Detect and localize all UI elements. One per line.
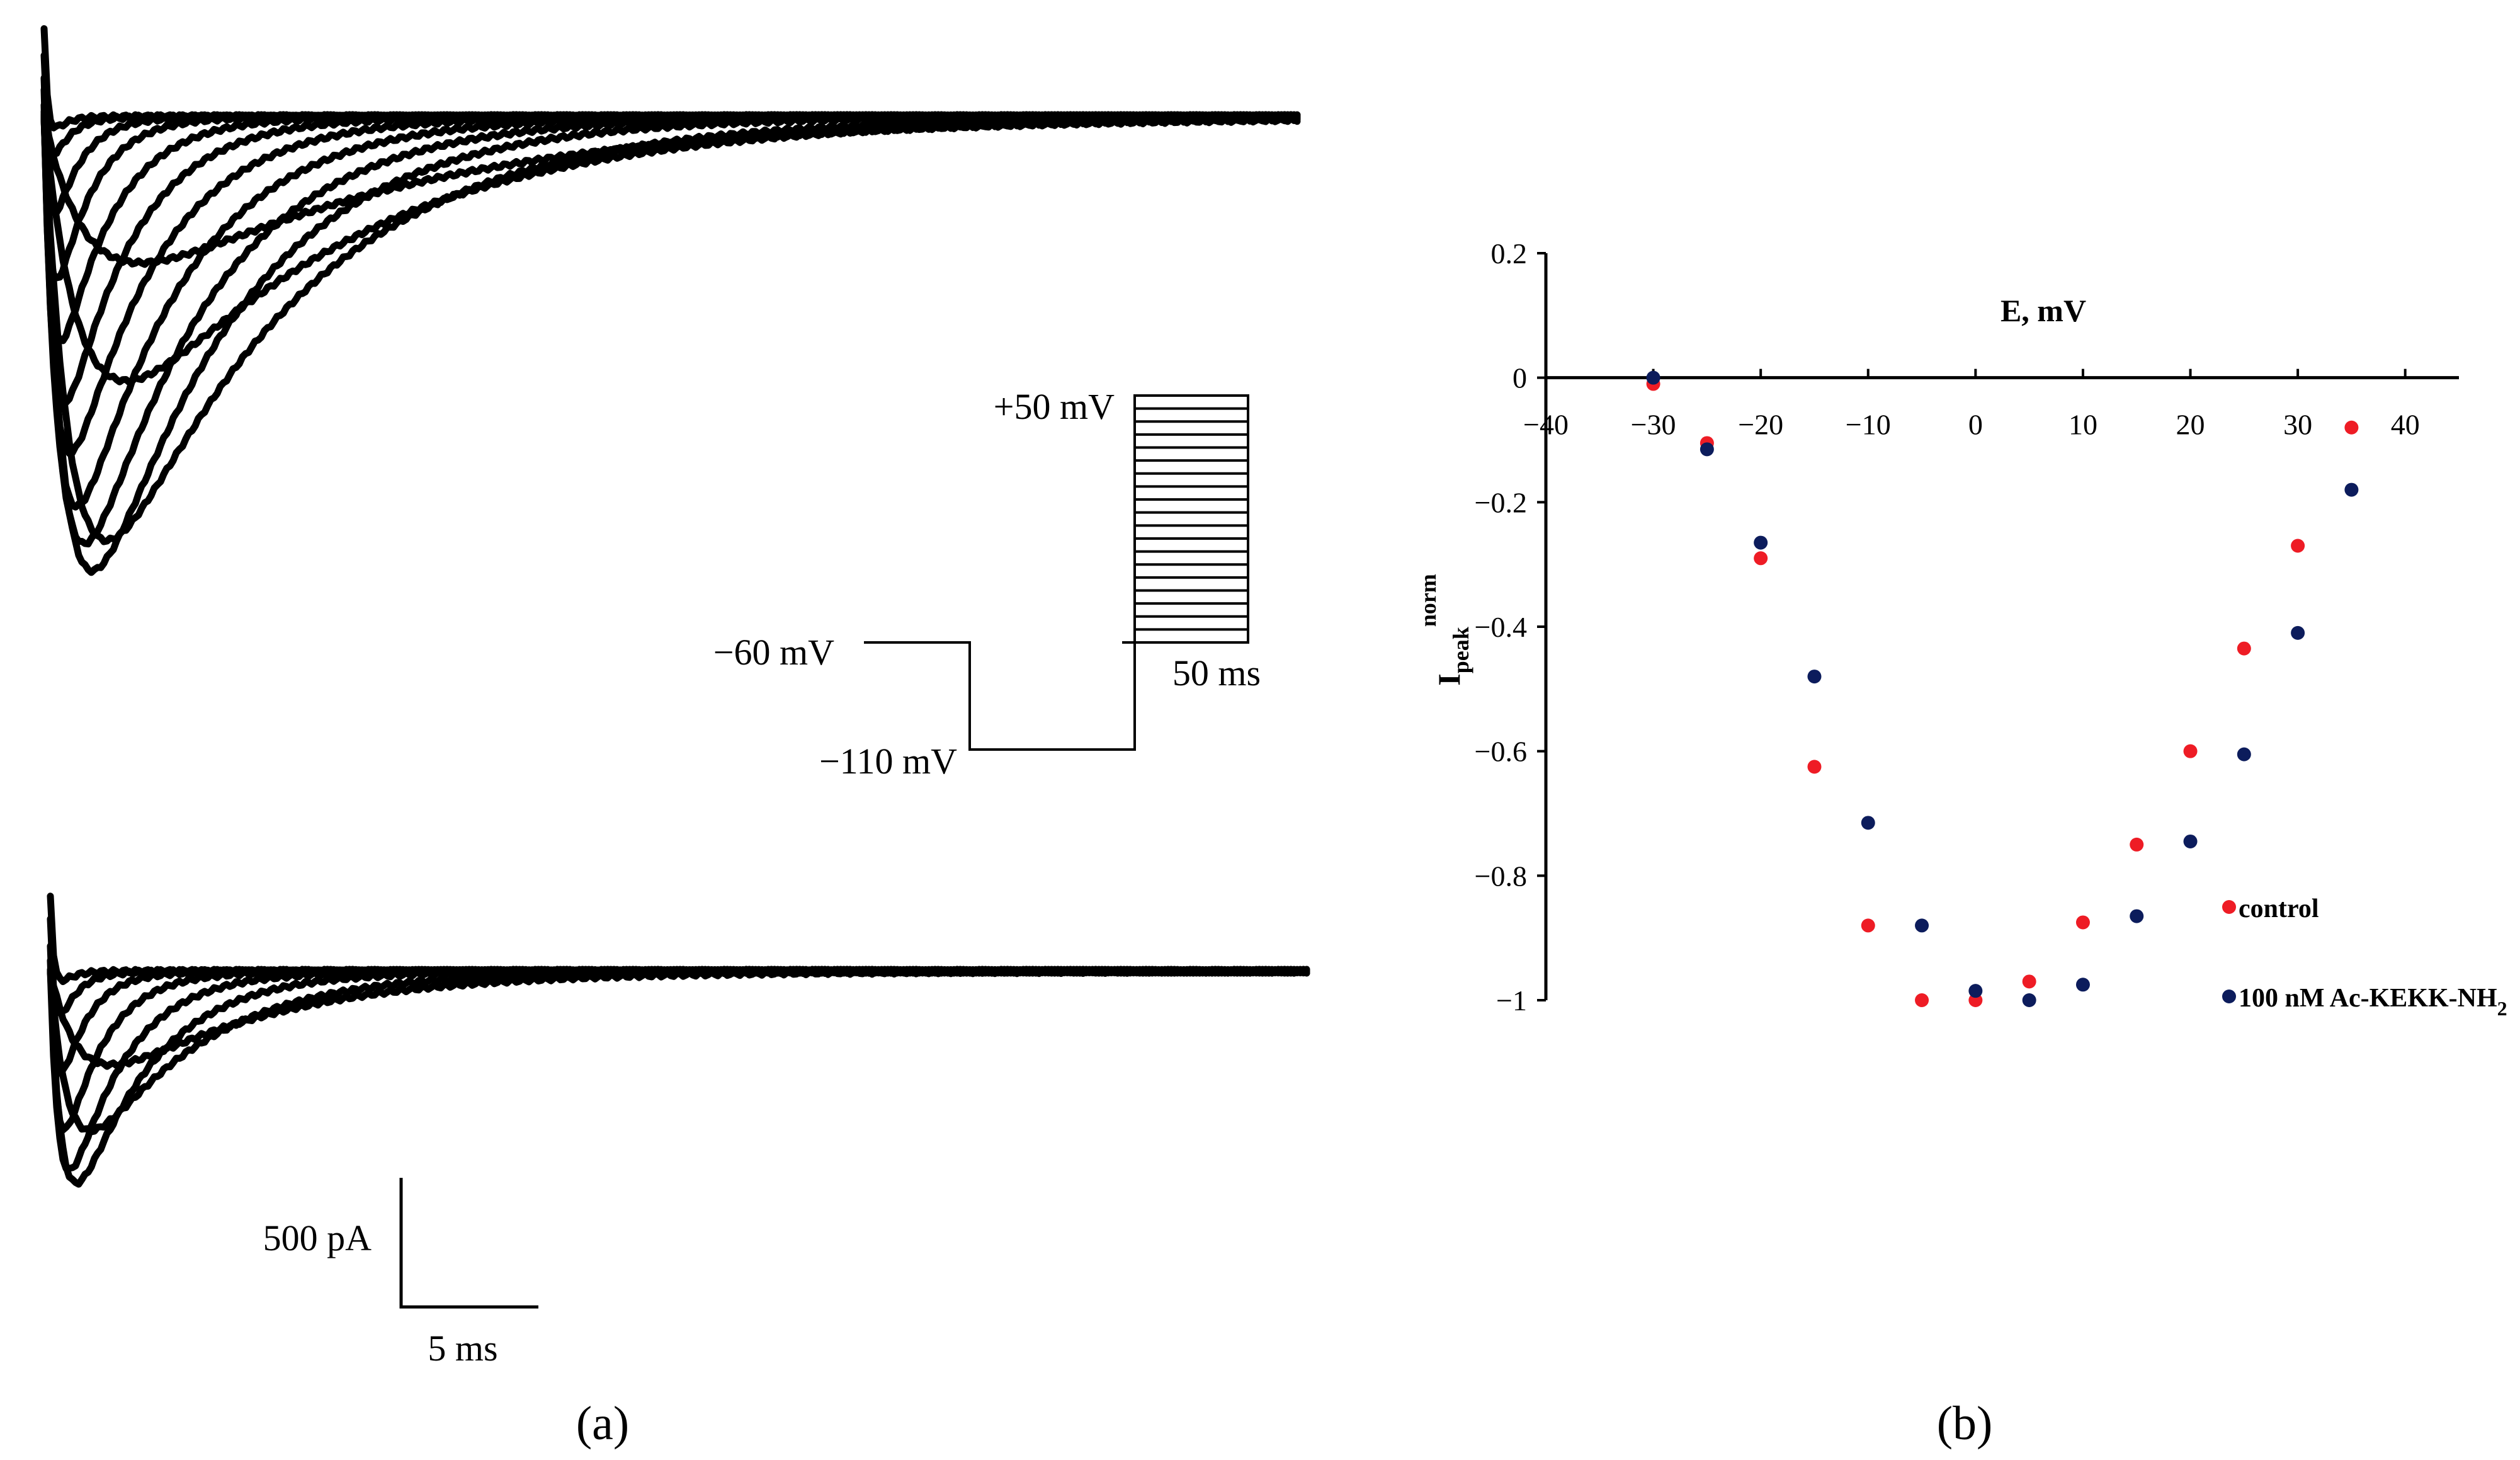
control-trace — [40, 114, 1301, 268]
peptide-data-point — [2344, 482, 2359, 497]
x-tick-label: 40 — [2391, 409, 2420, 441]
peptide-data-point — [1700, 442, 1714, 457]
peptide-data-point — [2291, 625, 2305, 640]
control-data-point — [1754, 551, 1768, 566]
protocol-steps — [1135, 407, 1248, 631]
y-axis-title: Ipeak norm — [1416, 574, 1473, 686]
scale-bar: 500 pA 5 ms — [263, 1178, 538, 1369]
peptide-data-point — [1807, 670, 1822, 684]
peptide-trace — [47, 942, 1310, 1077]
scale-bar-current: 500 pA — [263, 1218, 372, 1258]
panel-a-label: (a) — [576, 1397, 629, 1450]
y-axis-title-sub: peak — [1448, 627, 1473, 673]
iv-chart: −40 −30 −20 −10 0 10 20 30 40 0.2 0 −0.2 −0.4 −0.6 −0… — [1416, 237, 2507, 1020]
scale-bar-lines — [399, 1178, 538, 1309]
panel-a: +50 mV −60 mV −110 mV 50 ms 500 pA 5 ms … — [40, 25, 1310, 1450]
peptide-data-point — [2075, 978, 2090, 992]
voltage-protocol: +50 mV −60 mV −110 mV 50 ms — [713, 386, 1261, 782]
y-axis-title-sup: norm — [1416, 574, 1441, 627]
control-data-point — [1861, 918, 1875, 933]
y-tick-label: −0.2 — [1475, 486, 1527, 518]
legend-marker-peptide — [2222, 989, 2236, 1003]
y-tick-label: −1 — [1496, 984, 1527, 1017]
x-axis-title: E, mV — [2001, 293, 2086, 328]
control-trace — [40, 113, 1301, 386]
current-traces-control — [40, 25, 1301, 576]
y-tick-label: −0.6 — [1475, 736, 1527, 768]
x-tick-label: −40 — [1523, 409, 1569, 441]
x-tick-label: 0 — [1968, 409, 1983, 441]
legend: control 100 nM Ac-KEKK-NH2 — [2222, 894, 2507, 1020]
control-data-point — [1807, 760, 1822, 774]
control-data-point — [2291, 539, 2305, 553]
control-data-point — [1915, 993, 1929, 1007]
legend-item-control: control — [2222, 894, 2319, 923]
y-tick-label: −0.4 — [1475, 611, 1527, 643]
panel-b: −40 −30 −20 −10 0 10 20 30 40 0.2 0 −0.2 −0.4 −0.6 −0… — [1416, 237, 2507, 1450]
svg-text:100 nM Ac-KEKK-NH2: 100 nM Ac-KEKK-NH2 — [2239, 984, 2507, 1020]
legend-label-peptide-sub: 2 — [2497, 997, 2507, 1020]
current-traces-peptide — [47, 893, 1310, 1188]
svg-text:Ipeaknorm: Ipeak norm — [1416, 574, 1473, 686]
control-trace — [40, 111, 1301, 576]
x-tick-label: −10 — [1846, 409, 1891, 441]
x-tick-label: 30 — [2283, 409, 2312, 441]
control-data-point — [2344, 420, 2359, 435]
peptide-data-point — [1915, 918, 1929, 933]
peptide-trace — [47, 966, 1310, 1188]
y-tick-label: 0.2 — [1491, 237, 1528, 270]
protocol-step-box — [1133, 394, 1249, 644]
x-tick-label: −30 — [1631, 409, 1676, 441]
peptide-trace — [47, 966, 1310, 1070]
peptide-data-point — [2130, 909, 2144, 923]
peptide-data-point — [1968, 984, 1983, 998]
y-axis-title-main: I — [1431, 673, 1467, 685]
x-tick-label: 10 — [2069, 409, 2097, 441]
protocol-baseline — [864, 641, 1136, 751]
x-tick-label: −20 — [1738, 409, 1783, 441]
x-tick-label: 20 — [2176, 409, 2205, 441]
protocol-v-prepulse: −110 mV — [819, 741, 957, 782]
peptide-data-point — [2022, 993, 2036, 1007]
peptide-data-point — [1861, 816, 1875, 830]
legend-label-control: control — [2239, 894, 2319, 923]
protocol-v-max: +50 mV — [994, 386, 1115, 427]
legend-label-peptide: 100 nM Ac-KEKK-NH — [2239, 984, 2497, 1013]
legend-item-peptide: 100 nM Ac-KEKK-NH2 — [2222, 984, 2507, 1020]
control-data-point — [2075, 915, 2090, 930]
control-trace — [40, 108, 1301, 406]
peptide-data-point — [2183, 834, 2198, 848]
data-points — [1646, 370, 2359, 1007]
control-data-point — [2183, 744, 2198, 758]
peptide-data-point — [2237, 747, 2251, 761]
control-data-point — [2237, 641, 2251, 656]
y-tick-label: −0.8 — [1475, 860, 1527, 892]
control-data-point — [2022, 974, 2036, 989]
protocol-duration: 50 ms — [1172, 653, 1261, 693]
y-tick-label: 0 — [1513, 362, 1527, 394]
panel-b-label: (b) — [1937, 1397, 1993, 1450]
legend-marker-control — [2222, 900, 2236, 914]
control-data-point — [2130, 837, 2144, 852]
scale-bar-time: 5 ms — [428, 1328, 497, 1369]
protocol-v-hold: −60 mV — [713, 632, 834, 673]
peptide-data-point — [1646, 370, 1660, 385]
y-axis-ticks: 0.2 0 −0.2 −0.4 −0.6 −0.8 −1 — [1475, 237, 1546, 1017]
peptide-trace — [47, 966, 1310, 1136]
peptide-data-point — [1754, 535, 1768, 550]
